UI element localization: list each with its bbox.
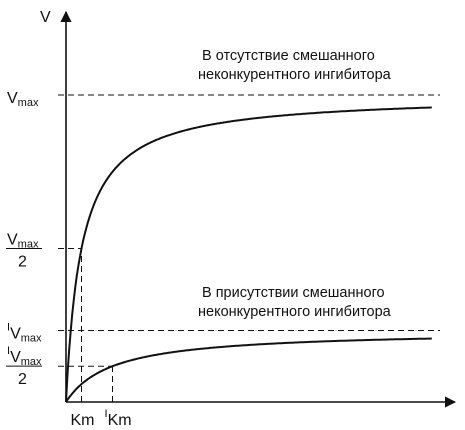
x-tick-label: IKm [105,408,132,429]
fraction-denominator: 2 [18,254,27,271]
svg-text:Vmax: Vmax [7,232,39,251]
y-tick-label: Vmax [7,90,39,109]
axes [60,10,457,408]
y-axis-label: V [40,9,51,26]
fraction-denominator: 2 [18,371,27,388]
series-annotation-line2: неконкурентного ингибитора [198,67,392,83]
y-tick-label: IVmax 2 [6,345,42,388]
svg-text:IVmax: IVmax [7,321,42,344]
curve-without-inhibitor [65,106,432,403]
series-annotation-line1: В отсутствие смешанного [202,48,375,64]
annotations: В отсутствие смешанного неконкурентного и… [198,48,392,320]
y-tick-label: Vmax 2 [6,232,42,271]
series-annotation-line2: неконкурентного ингибитора [198,304,392,320]
curve-with-inhibitor [65,337,432,403]
x-tick-label: Km [71,412,95,429]
svg-text:Vmax: Vmax [7,90,39,109]
curves [65,106,432,403]
guide-lines [58,94,440,402]
y-tick-label: IVmax [7,321,42,344]
series-annotation-line1: В присутствии смешанного [202,285,385,301]
svg-text:IVmax: IVmax [7,345,42,368]
x-tick-labels: Km IKm [71,408,132,429]
